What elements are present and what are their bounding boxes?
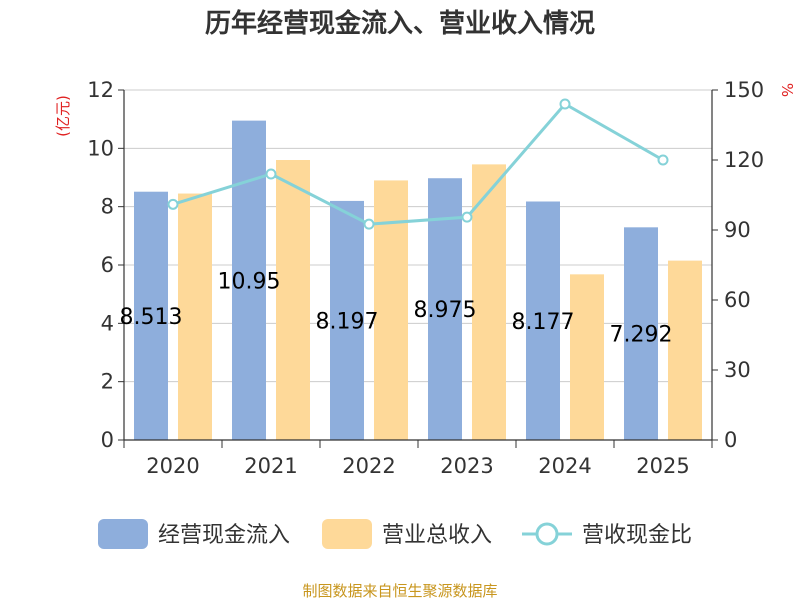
data-label: 8.513 xyxy=(120,305,183,330)
ratio-point xyxy=(265,168,277,180)
source-note: 制图数据来自恒生聚源数据库 xyxy=(302,582,497,600)
data-label: 8.975 xyxy=(414,298,477,323)
data-label: 10.95 xyxy=(218,269,281,294)
bar-revenue xyxy=(276,160,310,440)
ratio-point xyxy=(363,218,375,230)
chart-title: 历年经营现金流入、营业收入情况 xyxy=(205,8,595,39)
right-axis-unit: % xyxy=(778,83,796,97)
legend: 经营现金流入 营业总收入 营收现金比 xyxy=(98,519,692,549)
gridlines xyxy=(124,89,712,441)
left-axis-unit: (亿元) xyxy=(54,95,72,137)
left-axis-tick-label: 6 xyxy=(101,253,114,277)
right-axis-tick-label: 0 xyxy=(724,428,737,452)
right-axis-tick-label: 120 xyxy=(724,148,764,172)
x-axis-tick-label: 2025 xyxy=(636,454,689,478)
ratio-point xyxy=(657,154,669,166)
left-axis-tick-label: 10 xyxy=(87,136,114,160)
x-axis-tick-label: 2021 xyxy=(244,454,297,478)
bar-revenue xyxy=(570,274,604,440)
legend-revenue-swatch xyxy=(322,519,372,549)
bar-cash-inflow xyxy=(330,200,364,440)
data-label: 8.177 xyxy=(512,310,575,335)
bar-cash-inflow xyxy=(232,120,266,440)
left-axis-tick-label: 0 xyxy=(101,428,114,452)
ratio-line-path xyxy=(172,102,664,226)
data-label: 8.197 xyxy=(316,309,379,334)
x-axis-tick-label: 2020 xyxy=(146,454,199,478)
bar-revenue xyxy=(178,193,212,440)
left-axis-tick-label: 4 xyxy=(101,311,114,335)
legend-cash-inflow-label: 经营现金流入 xyxy=(158,523,290,548)
left-axis-tick-label: 2 xyxy=(101,370,114,394)
bar-revenue xyxy=(668,260,702,440)
data-labels: 8.513 10.95 8.197 8.975 8.177 7.292 xyxy=(120,269,673,347)
legend-cash-inflow-swatch xyxy=(98,519,148,549)
data-label: 7.292 xyxy=(610,323,673,348)
bars xyxy=(134,120,702,440)
right-axis-tick-label: 30 xyxy=(724,358,751,382)
left-axis-tick-label: 12 xyxy=(87,78,114,102)
ratio-line xyxy=(167,98,669,230)
bar-cash-inflow xyxy=(134,191,168,440)
x-axis-tick-label: 2023 xyxy=(440,454,493,478)
bar-revenue xyxy=(472,164,506,440)
legend-ratio-swatch-marker xyxy=(535,522,559,546)
right-axis-tick-label: 60 xyxy=(724,288,751,312)
x-axis-tick-label: 2024 xyxy=(538,454,591,478)
legend-ratio-label: 营收现金比 xyxy=(582,523,692,548)
ratio-point xyxy=(461,211,473,223)
right-axis-tick-label: 150 xyxy=(724,78,764,102)
right-axis-tick-label: 90 xyxy=(724,218,751,242)
bar-cash-inflow xyxy=(428,178,462,440)
ratio-point xyxy=(559,98,571,110)
ratio-point xyxy=(167,198,179,210)
x-axis-tick-label: 2022 xyxy=(342,454,395,478)
bar-revenue xyxy=(374,180,408,440)
left-axis-tick-label: 8 xyxy=(101,195,114,219)
bar-cash-inflow xyxy=(624,227,658,440)
legend-revenue-label: 营业总收入 xyxy=(382,523,492,548)
bar-cash-inflow xyxy=(526,201,560,440)
